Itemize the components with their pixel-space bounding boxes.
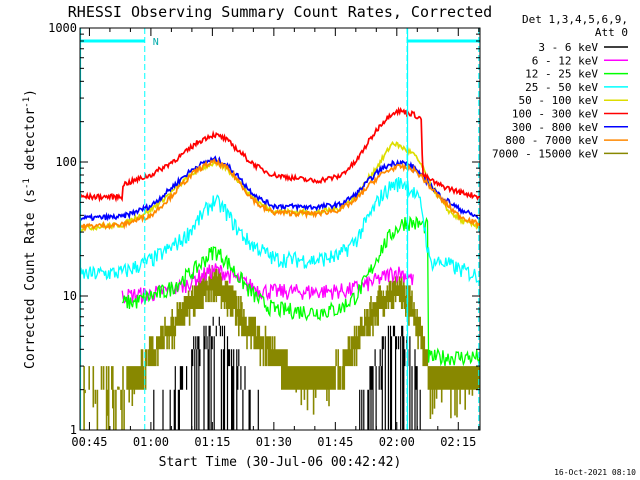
series-12-25-kev-kev (121, 215, 480, 367)
saa-label: N (153, 37, 159, 48)
legend-label: 25 - 50 keV (525, 81, 598, 94)
x-axis-label: Start Time (30-Jul-06 00:42:42) (159, 455, 402, 470)
x-tick-label: 02:15 (440, 435, 476, 449)
y-label-sup1: -1 (22, 178, 32, 189)
x-tick-label: 02:00 (379, 435, 415, 449)
legend-header-line1: Det 1,3,4,5,6,9, (522, 13, 628, 26)
x-tick-label: 01:00 (133, 435, 169, 449)
series-7000-15000-kev-kev (83, 265, 480, 430)
series-line (80, 155, 480, 222)
legend-header-line2: Att 0 (595, 26, 628, 39)
plot-frame (79, 27, 481, 431)
series-line (80, 106, 480, 203)
legend-label: 300 - 800 keV (512, 121, 598, 134)
series-line (121, 215, 480, 367)
y-axis-ticks: 1 10 100 1000 (48, 21, 480, 437)
series-line (83, 265, 480, 430)
series-layer (80, 106, 480, 430)
y-axis-label: Corrected Count Rate (s-1 detector-1) (22, 89, 38, 369)
y-tick-label: 10 (63, 289, 77, 303)
series-line (153, 316, 421, 430)
series-300-800-kev-kev (80, 155, 480, 222)
x-axis-ticks: 00:45 01:00 01:15 01:30 01:45 02:00 02:15 (71, 28, 480, 449)
series-25-50-kev-kev (80, 177, 480, 283)
footer-timestamp: 16-Oct-2021 08:10 (554, 468, 636, 477)
legend-label: 7000 - 15000 keV (492, 147, 598, 160)
y-tick-label: 1 (70, 423, 77, 437)
x-tick-label: 01:30 (256, 435, 292, 449)
legend-label: 12 - 25 keV (525, 68, 598, 81)
series-100-300-kev-kev (80, 106, 480, 203)
series-line (80, 157, 480, 233)
legend-label: 100 - 300 keV (512, 108, 598, 121)
y-label-mid: detector (23, 108, 38, 179)
y-label-sup2: -1 (22, 97, 32, 108)
series-800-7000-kev-kev (80, 157, 480, 233)
legend-label: 50 - 100 keV (519, 94, 599, 107)
series-3-6-kev-kev (153, 316, 421, 430)
y-tick-label: 100 (55, 155, 77, 169)
legend-label: 6 - 12 keV (532, 54, 599, 67)
y-label-end: ) (23, 89, 38, 97)
chart-title: RHESSI Observing Summary Count Rates, Co… (68, 3, 492, 21)
y-label-main: Corrected Count Rate (s (23, 189, 38, 369)
x-tick-label: 00:45 (71, 435, 107, 449)
x-tick-label: 01:45 (317, 435, 353, 449)
y-tick-label: 1000 (48, 21, 77, 35)
x-tick-label: 01:15 (194, 435, 230, 449)
legend-label: 3 - 6 keV (538, 41, 598, 54)
series-line (80, 177, 480, 283)
legend-label: 800 - 7000 keV (505, 134, 598, 147)
